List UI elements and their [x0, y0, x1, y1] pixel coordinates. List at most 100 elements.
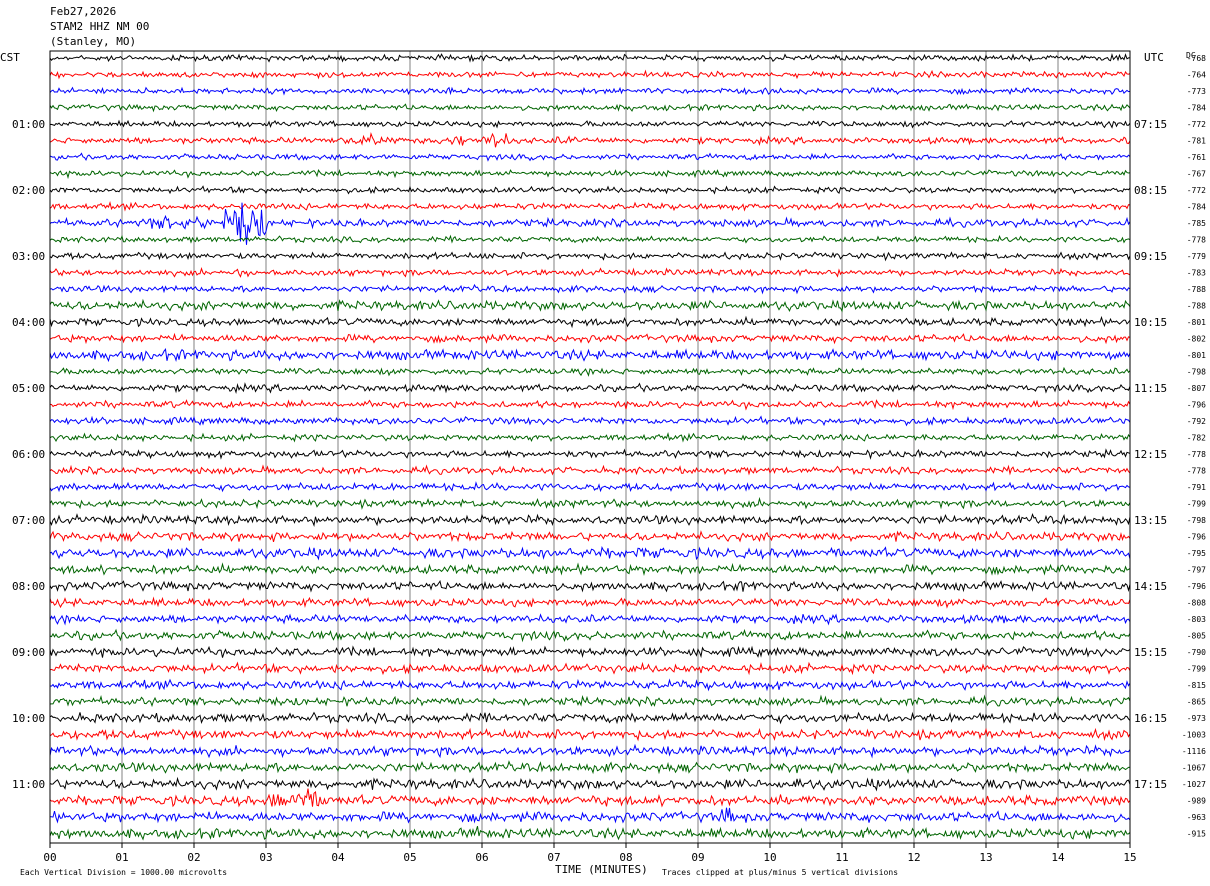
dc-offset-label: -790 — [1187, 648, 1206, 657]
dc-offset-label: -795 — [1187, 549, 1206, 558]
dc-offset-label: -768 — [1187, 54, 1206, 63]
left-hour-label: 11:00 — [12, 778, 45, 791]
left-hour-label: 07:00 — [12, 514, 45, 527]
right-hour-label: 09:15 — [1134, 250, 1167, 263]
right-axis-label: UTC — [1144, 51, 1164, 64]
dc-offset-label: -808 — [1187, 599, 1206, 608]
trace-30 — [49, 545, 1131, 561]
x-tick-label-13: 13 — [979, 851, 992, 864]
trace-7 — [49, 168, 1131, 180]
trace-3 — [49, 103, 1131, 113]
left-axis-label: CST — [0, 51, 20, 64]
trace-35 — [49, 628, 1131, 643]
dc-offset-label: -915 — [1187, 830, 1206, 839]
dc-offset-label: -779 — [1187, 252, 1206, 261]
dc-offset-label: -796 — [1187, 533, 1206, 542]
right-hour-label: 11:15 — [1134, 382, 1167, 395]
left-hour-label: 09:00 — [12, 646, 45, 659]
right-hour-label: 15:15 — [1134, 646, 1167, 659]
right-hour-label: 13:15 — [1134, 514, 1167, 527]
trace-34 — [49, 613, 1131, 626]
trace-18 — [49, 348, 1131, 363]
dc-offset-label: -798 — [1187, 516, 1206, 525]
dc-offset-label: -788 — [1187, 285, 1206, 294]
trace-33 — [49, 596, 1131, 609]
trace-47 — [49, 826, 1131, 841]
x-tick-label-07: 07 — [547, 851, 560, 864]
dc-offset-label: -1116 — [1182, 747, 1206, 756]
x-tick-label-09: 09 — [691, 851, 704, 864]
left-hour-label: 02:00 — [12, 184, 45, 197]
x-tick-label-00: 00 — [43, 851, 56, 864]
trace-2 — [49, 86, 1131, 96]
x-tick-label-15: 15 — [1123, 851, 1136, 864]
trace-41 — [49, 727, 1131, 742]
dc-offset-label: -799 — [1187, 500, 1206, 509]
trace-28 — [49, 513, 1131, 527]
dc-offset-label: -772 — [1187, 186, 1206, 195]
x-tick-label-10: 10 — [763, 851, 776, 864]
trace-43 — [49, 760, 1131, 775]
dc-offset-label: -801 — [1187, 318, 1206, 327]
x-tick-label-08: 08 — [619, 851, 632, 864]
dc-offset-label: -1003 — [1182, 731, 1206, 740]
trace-16 — [49, 315, 1131, 329]
x-tick-label-01: 01 — [115, 851, 128, 864]
dc-offset-label: -783 — [1187, 269, 1206, 278]
trace-17 — [49, 332, 1131, 345]
trace-29 — [49, 530, 1131, 543]
header-location: (Stanley, MO) — [50, 35, 137, 48]
right-hour-label: 10:15 — [1134, 316, 1167, 329]
x-axis-label: TIME (MINUTES) — [555, 863, 648, 876]
dc-offset-label: -799 — [1187, 665, 1206, 674]
dc-offset-label: -781 — [1187, 137, 1206, 146]
right-hour-labels: 07:15 08:15 09:15 10:15 11:15 12:15 13:15 14:15… — [1134, 118, 1167, 791]
trace-21 — [49, 399, 1131, 411]
right-hour-label: 16:15 — [1134, 712, 1167, 725]
dc-offset-label: -792 — [1187, 417, 1206, 426]
trace-22 — [49, 415, 1131, 427]
dc-offset-label: -778 — [1187, 467, 1206, 476]
trace-32 — [49, 579, 1131, 593]
dc-offset-label: -802 — [1187, 335, 1206, 344]
dc-offset-label: -989 — [1187, 797, 1206, 806]
trace-38 — [49, 678, 1131, 692]
trace-5 — [49, 131, 1131, 148]
trace-11 — [49, 234, 1131, 244]
dc-offset-labels: -768 -764 -773 -784 -772 -781 -761 -767 -772 -784… — [1182, 54, 1206, 839]
scale-note: Each Vertical Division = 1000.00 microvo… — [20, 868, 227, 877]
left-hour-labels: 01:00 02:00 03:00 04:00 05:00 06:00 07:00 08:00… — [12, 118, 45, 791]
dc-offset-label: -784 — [1187, 203, 1206, 212]
dc-offset-label: -778 — [1187, 236, 1206, 245]
dc-offset-label: -805 — [1187, 632, 1206, 641]
x-tick-label-03: 03 — [259, 851, 272, 864]
trace-27 — [49, 496, 1131, 510]
right-hour-label: 17:15 — [1134, 778, 1167, 791]
trace-44 — [49, 776, 1131, 792]
dc-offset-label: -767 — [1187, 170, 1206, 179]
dc-offset-label: -764 — [1187, 71, 1206, 80]
header-station: STAM2 HHZ NM 00 — [50, 20, 150, 33]
trace-13 — [49, 266, 1131, 278]
x-tick-label-02: 02 — [187, 851, 200, 864]
dc-offset-label: -796 — [1187, 401, 1206, 410]
left-hour-label: 03:00 — [12, 250, 45, 263]
trace-6 — [49, 152, 1131, 162]
trace-42 — [49, 743, 1131, 759]
trace-39 — [49, 694, 1131, 708]
seismic-traces — [49, 53, 1131, 841]
dc-offset-label: -815 — [1187, 681, 1206, 690]
dc-offset-label: -773 — [1187, 87, 1206, 96]
trace-46 — [49, 807, 1131, 824]
dc-offset-label: -772 — [1187, 120, 1206, 129]
x-tick-label-12: 12 — [907, 851, 920, 864]
dc-offset-label: -801 — [1187, 351, 1206, 360]
dc-offset-label: -784 — [1187, 104, 1206, 113]
clip-note: Traces clipped at plus/minus 5 vertical … — [662, 868, 898, 877]
dc-offset-label: -865 — [1187, 698, 1206, 707]
right-hour-label: 14:15 — [1134, 580, 1167, 593]
dc-offset-label: -761 — [1187, 153, 1206, 162]
dc-offset-label: -788 — [1187, 302, 1206, 311]
trace-4 — [49, 119, 1131, 129]
trace-19 — [49, 366, 1131, 377]
